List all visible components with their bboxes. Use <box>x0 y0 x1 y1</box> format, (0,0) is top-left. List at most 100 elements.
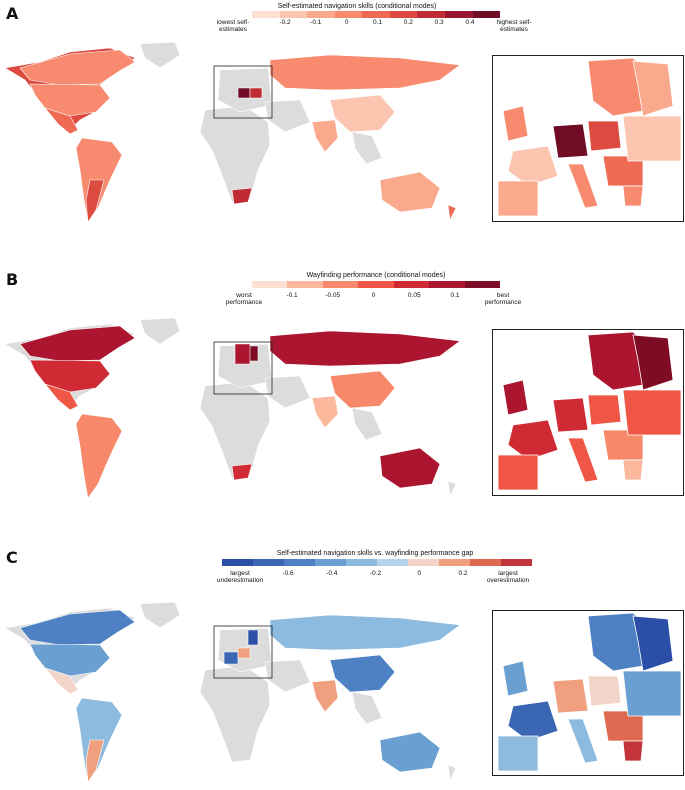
inset-region-greece <box>622 459 644 481</box>
inset-region-france <box>507 419 559 461</box>
region-argentina <box>85 739 105 783</box>
region-india <box>311 395 339 429</box>
region-middle-east <box>264 375 311 409</box>
legend-swatch <box>322 281 359 288</box>
europe-inset <box>492 610 684 776</box>
panel-letter: B <box>6 270 19 289</box>
region-china <box>329 370 396 409</box>
inset-region-greece <box>622 740 644 762</box>
legend-tick-label: -0.05 <box>325 292 341 299</box>
legend-swatch <box>287 281 323 288</box>
legend-title: Self-estimated navigation skills vs. way… <box>276 550 474 557</box>
panel-letter: A <box>6 4 19 23</box>
region-southeast-asia <box>351 691 383 725</box>
legend-tick-label: 0.4 <box>465 19 475 26</box>
inset-region-poland <box>587 394 622 426</box>
legend-swatch <box>252 281 288 288</box>
region-africa <box>199 665 271 763</box>
legend-tick-label: -0.4 <box>326 570 338 577</box>
legend-color-bar <box>222 559 532 566</box>
region-india <box>311 119 339 153</box>
region-usa <box>29 643 111 677</box>
region-south-america <box>75 413 123 499</box>
inset-region-germany <box>552 397 589 433</box>
world-map <box>4 317 461 499</box>
world-map <box>4 601 461 783</box>
inset-region-east <box>622 115 682 162</box>
region-new-zealand <box>447 764 457 782</box>
region-southeast-asia <box>351 131 383 165</box>
panel-a: A Self-estimated navigation skills (cond… <box>0 0 685 262</box>
region-new-zealand <box>447 204 457 222</box>
legend-tick-label: 0 <box>344 19 349 26</box>
legend-tick-label: -0.1 <box>310 19 322 26</box>
inset-region-uk <box>502 379 529 416</box>
region-australia <box>379 171 441 213</box>
inset-region-germany <box>552 678 589 714</box>
legend-tick-label: 0.2 <box>403 19 413 26</box>
inset-region-italy <box>567 163 599 209</box>
region-india <box>311 679 339 713</box>
europe-locator-box <box>213 625 273 679</box>
region-mexico <box>44 107 79 135</box>
region-mexico <box>44 667 79 695</box>
legend-tick-label: -0.2 <box>279 19 291 26</box>
region-france <box>223 651 239 665</box>
legend-title: Self-estimated navigation skills (condit… <box>277 3 437 10</box>
europe-inset <box>492 329 684 496</box>
region-australia <box>379 731 441 773</box>
legend-swatch <box>346 559 377 566</box>
legend-title: Wayfinding performance (conditional mode… <box>306 272 446 279</box>
inset-region-france <box>507 700 559 742</box>
panel-b: B Wayfinding performance (conditional mo… <box>0 268 685 530</box>
inset-region-uk <box>502 105 529 142</box>
legend-low-label: lowest self-estimates <box>216 19 250 33</box>
legend-high-label: best performance <box>484 292 522 306</box>
region-usa <box>29 83 111 117</box>
region-china <box>329 94 396 133</box>
inset-region-poland <box>587 120 622 152</box>
europe-locator-box <box>213 65 273 119</box>
world-map <box>4 41 461 223</box>
region-southeast-asia <box>351 407 383 441</box>
legend-swatch <box>377 559 408 566</box>
legend-swatch <box>252 11 280 18</box>
inset-region-italy <box>567 718 599 764</box>
legend-swatch <box>501 559 532 566</box>
region-middle-east <box>264 99 311 133</box>
region-finland <box>247 629 259 646</box>
legend-tick-label: 0.1 <box>372 19 383 26</box>
legend-tick-label: -0.2 <box>369 570 382 577</box>
legend-swatch <box>472 11 501 18</box>
legend-color-bar <box>252 281 500 288</box>
legend-swatch <box>334 11 363 18</box>
region-canada <box>19 609 136 646</box>
inset-region-finland <box>632 615 674 672</box>
region-africa <box>199 381 271 479</box>
legend-low-label: worst performance <box>225 292 263 306</box>
region-australia <box>379 447 441 489</box>
legend-swatch <box>464 281 500 288</box>
region-canada <box>19 49 136 86</box>
region-argentina <box>85 179 105 223</box>
legend-tick-label: 0.1 <box>450 292 460 299</box>
legend-tick-label: 0.2 <box>458 570 468 577</box>
region-greenland <box>139 601 181 629</box>
legend-swatch <box>358 281 394 288</box>
inset-region-iberia <box>497 735 539 772</box>
legend-swatch <box>444 11 473 18</box>
europe-inset <box>492 55 684 222</box>
inset-region-greece <box>622 185 644 207</box>
region-south-africa <box>231 187 253 205</box>
inset-region-germany <box>552 123 589 159</box>
region-middle-east <box>264 659 311 693</box>
inset-region-finland <box>632 334 674 391</box>
inset-region-uk <box>502 660 529 697</box>
legend-swatch <box>222 559 253 566</box>
legend-swatch <box>362 11 390 18</box>
legend-swatch <box>470 559 501 566</box>
region-russia <box>269 330 461 367</box>
legend-swatch <box>393 281 430 288</box>
inset-region-italy <box>567 437 599 483</box>
region-canada <box>19 325 136 362</box>
